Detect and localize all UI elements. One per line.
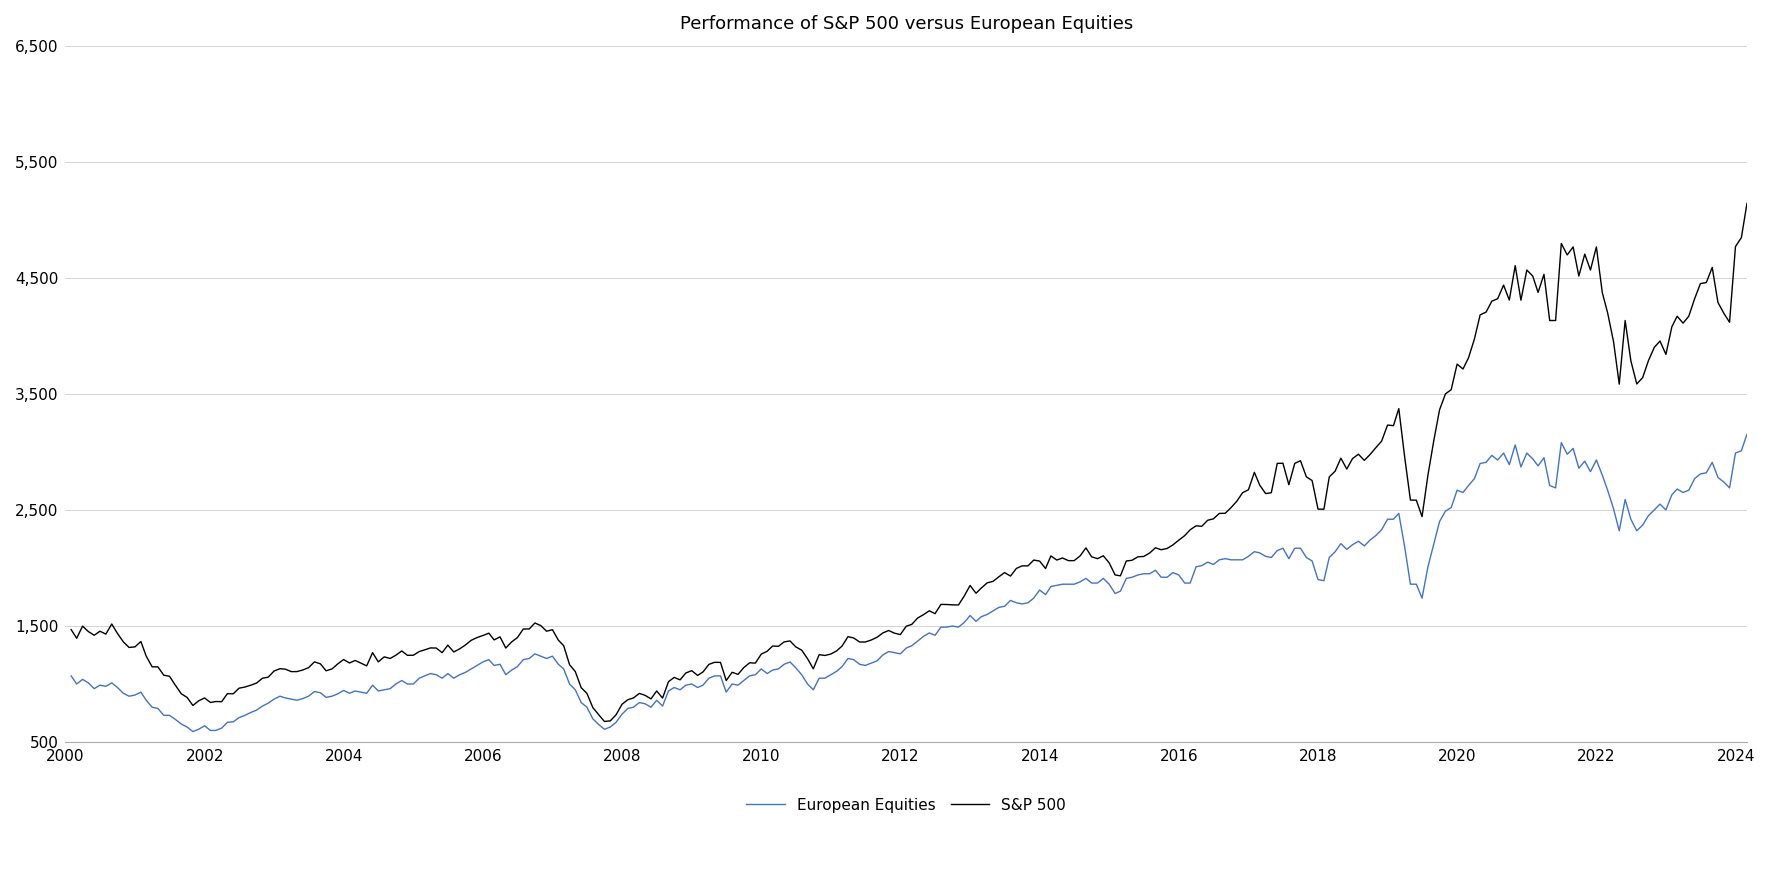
Line: European Equities: European Equities [71,422,1770,732]
Legend: European Equities, S&P 500: European Equities, S&P 500 [741,791,1072,819]
Title: Performance of S&P 500 versus European Equities: Performance of S&P 500 versus European E… [680,15,1132,33]
Line: S&P 500: S&P 500 [71,159,1770,721]
